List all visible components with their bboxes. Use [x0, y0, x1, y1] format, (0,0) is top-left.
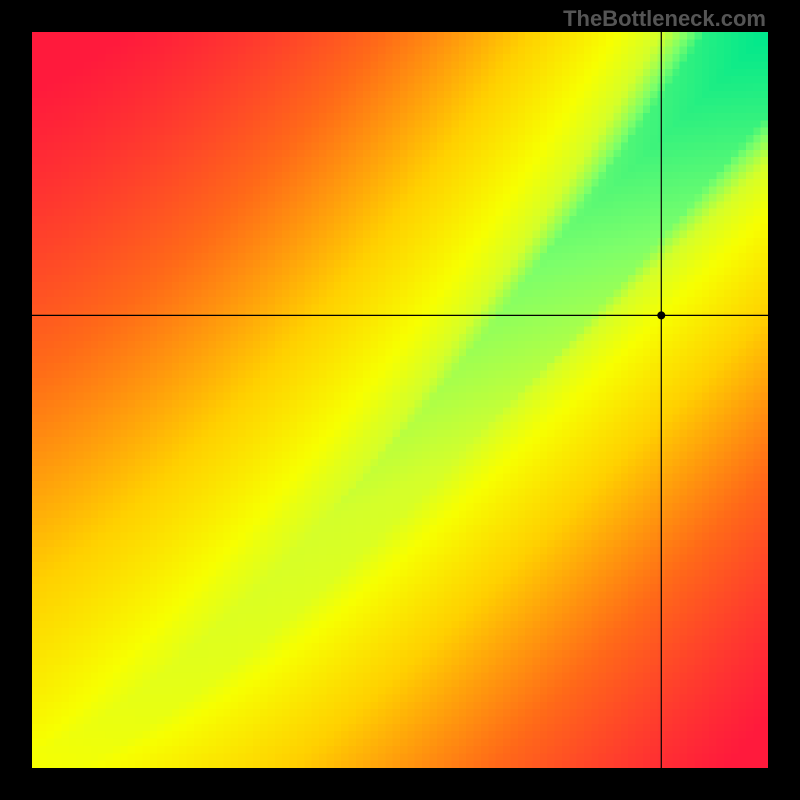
watermark-text: TheBottleneck.com: [563, 6, 766, 32]
bottleneck-heatmap: [32, 32, 768, 768]
chart-container: { "canvas": { "width": 800, "height": 80…: [0, 0, 800, 800]
